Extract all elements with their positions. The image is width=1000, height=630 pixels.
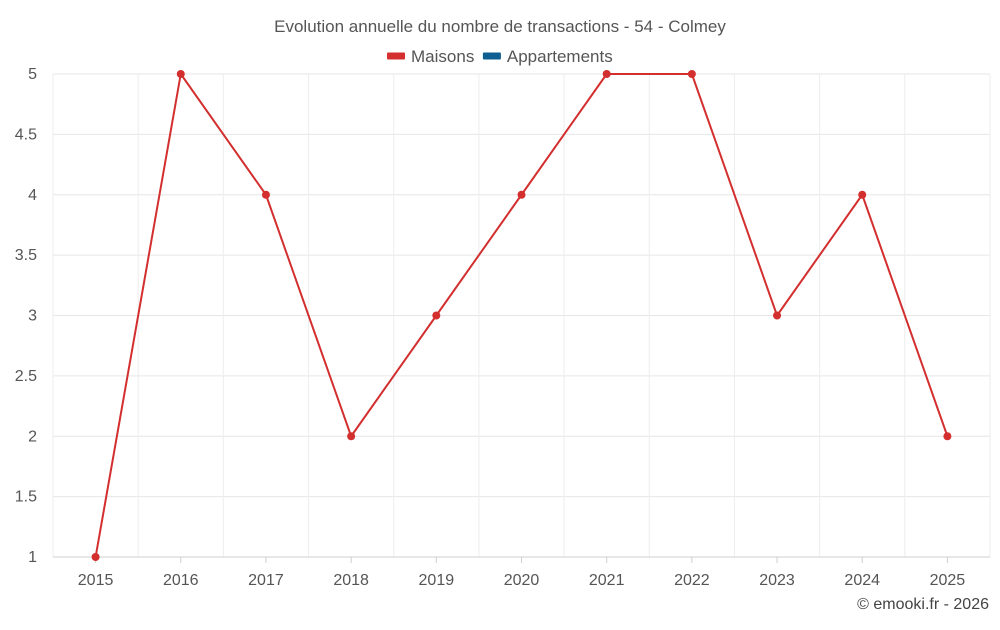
legend-label: Appartements [507,47,613,66]
y-tick-label: 2 [28,428,37,445]
x-tick-label: 2017 [248,572,284,589]
data-point [517,190,526,199]
legend-item-appartements[interactable]: Appartements [482,47,613,66]
series-layer [91,70,952,561]
x-tick-label: 2025 [930,572,966,589]
footer-credit: © emooki.fr - 2026 [857,596,989,613]
data-point [91,553,100,561]
chart-title: Evolution annuelle du nombre de transact… [274,17,726,36]
y-tick-label: 4 [28,187,37,204]
legend-item-maisons[interactable]: Maisons [387,47,474,66]
data-point [602,70,611,78]
axes: 1 1.5 2 2.5 3 3.5 4 4.5 5 2015 2016 2017 2018 2019 202… [15,66,990,589]
x-tick-label: 2023 [759,572,795,589]
x-tick-label: 2021 [589,572,625,589]
legend-label: Maisons [411,47,474,66]
x-tick-label: 2019 [419,572,455,589]
x-tick-label: 2022 [674,572,710,589]
x-tick-label: 2015 [78,572,114,589]
data-point [687,70,696,78]
legend-swatch [387,52,406,60]
data-point [943,432,952,441]
y-tick-label: 2.5 [15,368,37,385]
x-tick-label: 2020 [504,572,540,589]
y-tick-label: 1.5 [15,489,37,506]
data-point [261,190,270,199]
data-point [858,190,867,199]
x-tick-label: 2024 [844,572,880,589]
y-tick-label: 1 [28,549,37,566]
y-tick-label: 4.5 [15,126,37,143]
y-tick-label: 5 [28,66,37,83]
x-tick-label: 2016 [163,572,199,589]
x-tick-label: 2018 [333,572,369,589]
data-point [176,70,185,78]
legend: Maisons Appartements [387,47,613,66]
data-point [347,432,356,441]
y-tick-label: 3.5 [15,247,37,264]
legend-swatch [482,52,501,60]
data-point [773,311,782,320]
grid-lines [52,73,991,558]
y-tick-label: 3 [28,308,37,325]
data-point [432,311,441,320]
